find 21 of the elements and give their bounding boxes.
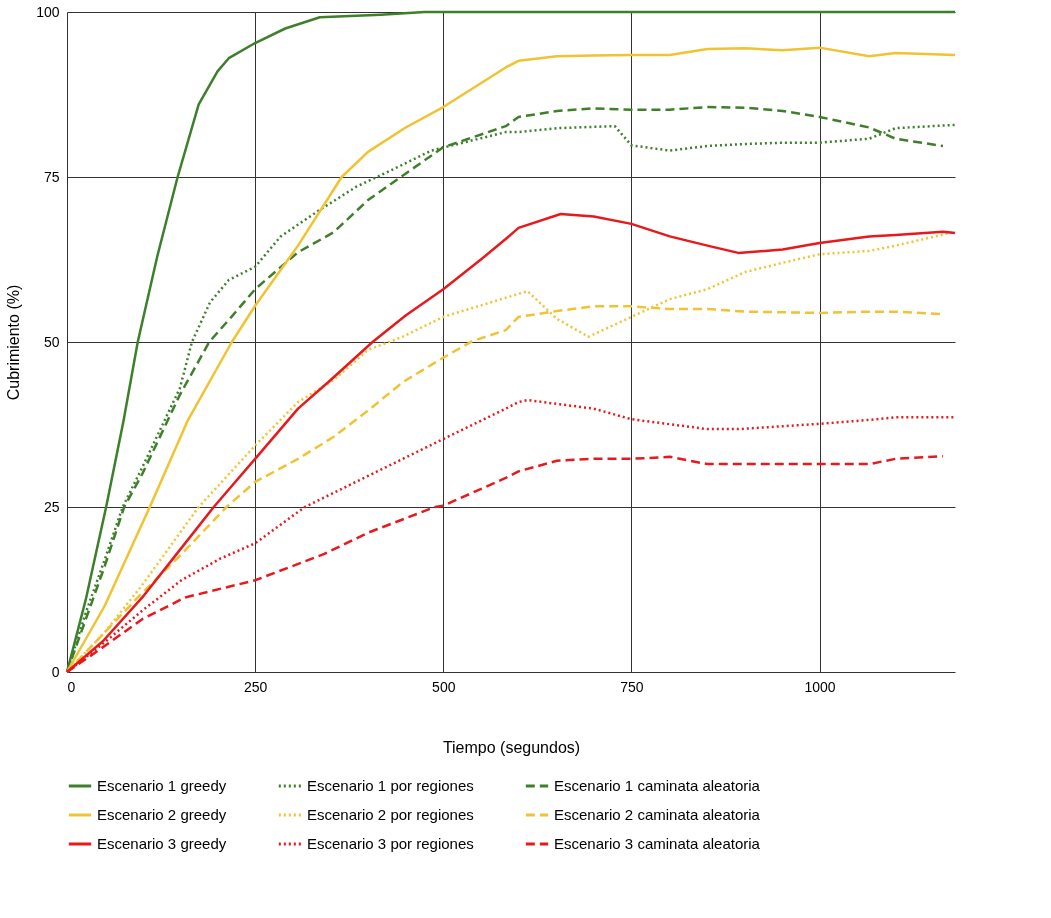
legend-label: Escenario 1 greedy	[97, 777, 227, 794]
legend-label: Escenario 1 por regiones	[307, 777, 474, 794]
y-tick-label: 50	[43, 333, 60, 350]
y-tick-label: 75	[43, 168, 60, 185]
x-tick-label: 0	[67, 678, 76, 695]
x-tick-label: 250	[243, 678, 268, 695]
x-axis-title: Tiempo (segundos)	[442, 738, 581, 756]
y-tick-label: 100	[36, 3, 60, 20]
x-tick-label: 1000	[804, 678, 836, 695]
legend-label: Escenario 2 greedy	[97, 806, 227, 823]
legend-label: Escenario 2 caminata aleatoria	[554, 806, 761, 823]
x-tick-label: 750	[620, 678, 644, 695]
legend-label: Escenario 1 caminata aleatoria	[554, 777, 761, 794]
legend-label: Escenario 3 por regiones	[307, 835, 474, 852]
legend-label: Escenario 3 caminata aleatoria	[554, 835, 761, 852]
y-axis-title: Cubrimiento (%)	[5, 284, 23, 401]
legend-label: Escenario 3 greedy	[97, 835, 227, 852]
x-tick-label: 500	[432, 678, 456, 695]
legend-label: Escenario 2 por regiones	[307, 806, 474, 823]
y-tick-label: 25	[43, 498, 60, 515]
y-tick-label: 0	[51, 663, 60, 680]
